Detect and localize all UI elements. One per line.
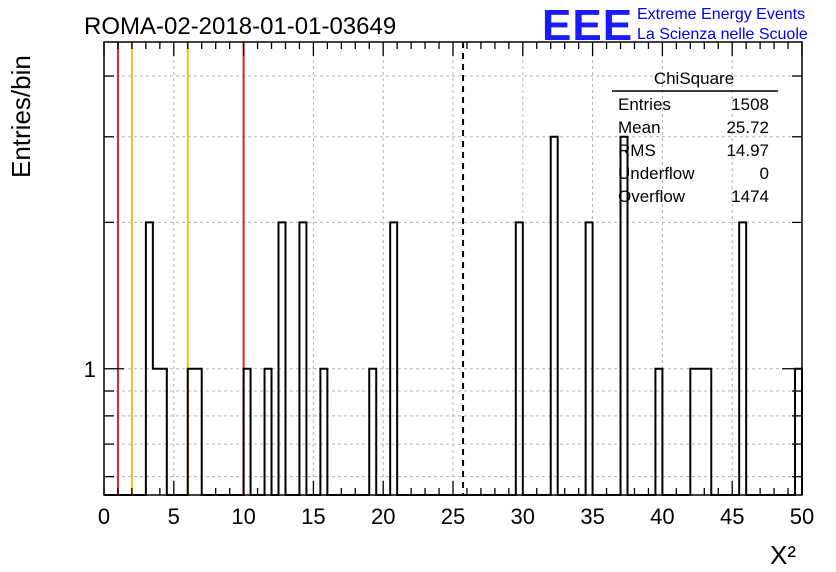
x-tick-label: 45 [720, 504, 744, 529]
x-axis-label: X² [770, 540, 796, 570]
eee-logo: EEE Extreme Energy Events La Scienza nel… [542, 1, 808, 50]
x-tick-label: 35 [580, 504, 604, 529]
x-tick-label: 10 [231, 504, 255, 529]
stats-label: Entries [618, 95, 671, 114]
axis-ticks [103, 42, 803, 495]
stats-rows: Entries 1508 Mean 25.72 RMS 14.97 Underflow 0 Ov… [618, 95, 769, 206]
stats-label: Overflow [618, 187, 686, 206]
tick-labels: 0 5 10 15 20 25 30 35 40 45 50 1 [84, 357, 814, 529]
grid-lines [104, 42, 802, 495]
x-tick-label: 25 [441, 504, 465, 529]
x-tick-label: 5 [168, 504, 180, 529]
stats-label: RMS [618, 141, 656, 160]
x-tick-label: 50 [790, 504, 814, 529]
x-tick-label: 20 [371, 504, 395, 529]
stats-title: ChiSquare [654, 69, 734, 88]
stats-value: 1508 [731, 95, 769, 114]
chart-title: ROMA-02-2018-01-01-03649 [84, 13, 396, 40]
plot-frame [103, 41, 803, 496]
x-tick-label: 30 [511, 504, 535, 529]
x-tick-label: 15 [301, 504, 325, 529]
stats-label: Underflow [618, 164, 695, 183]
x-tick-label: 0 [98, 504, 110, 529]
y-tick-label: 1 [84, 357, 96, 382]
logo-line-1: Extreme Energy Events [637, 6, 805, 23]
stats-value: 25.72 [726, 118, 769, 137]
y-axis-label: Entries/bin [6, 55, 36, 178]
stats-label: Mean [618, 118, 661, 137]
stats-value: 0 [760, 164, 769, 183]
stats-value: 1474 [731, 187, 769, 206]
stats-value: 14.97 [726, 141, 769, 160]
logo-line-2: La Scienza nelle Scuole [637, 26, 808, 43]
stats-box: ChiSquare Entries 1508 Mean 25.72 RMS 14.97 Un… [612, 69, 778, 206]
x-tick-label: 40 [650, 504, 674, 529]
